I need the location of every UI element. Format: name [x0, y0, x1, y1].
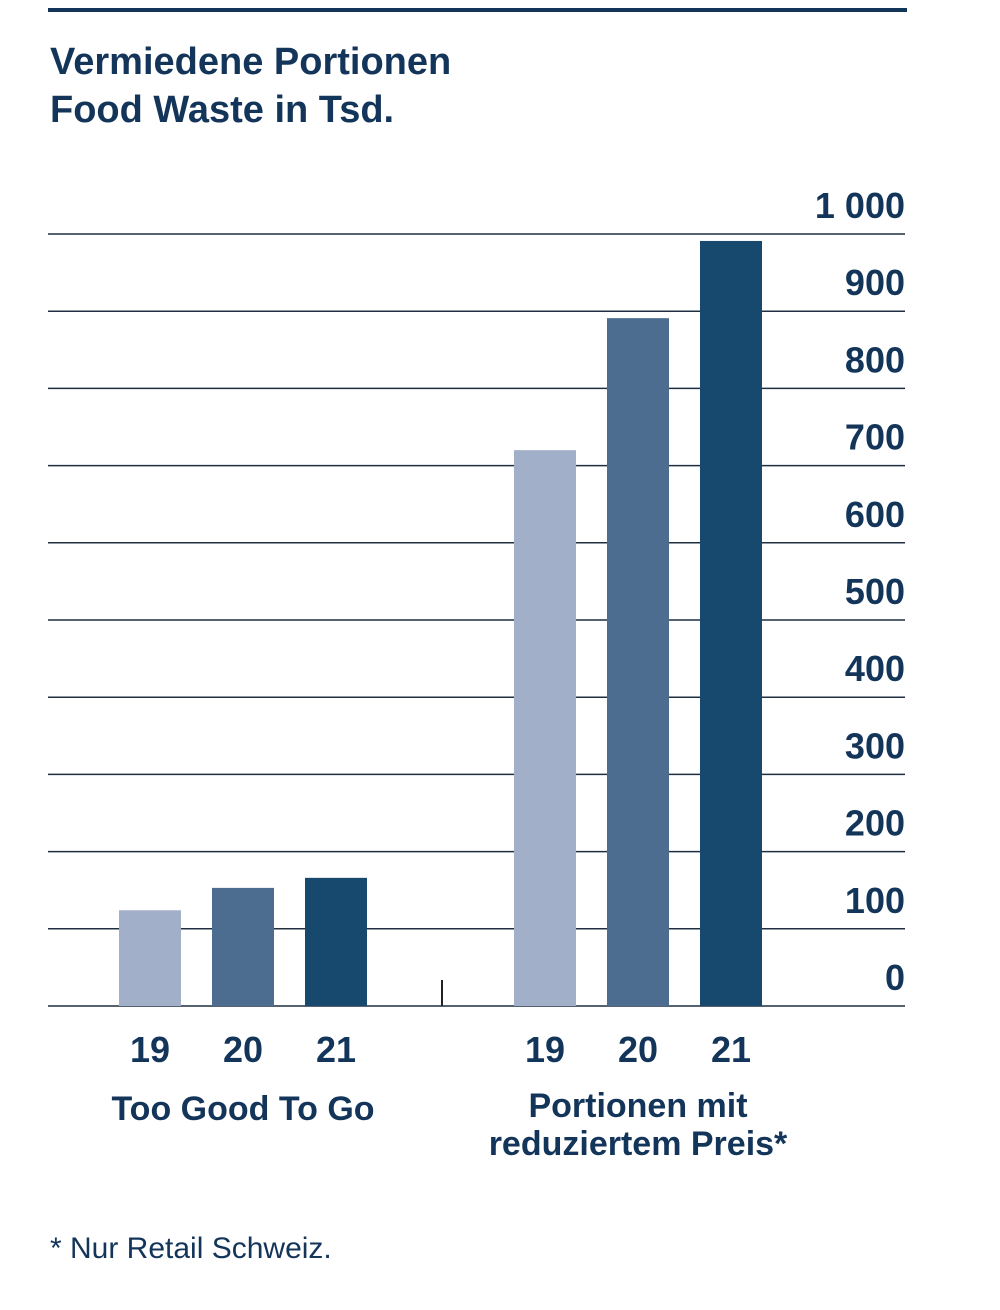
bar: [119, 910, 181, 1006]
x-tick-label: 21: [711, 1029, 751, 1070]
bar: [305, 877, 367, 1006]
x-tick-label: 20: [618, 1029, 658, 1070]
group-label: Too Good To Go: [111, 1090, 375, 1128]
y-tick-label: 100: [845, 880, 905, 921]
y-tick-label: 0: [885, 957, 905, 998]
chart-title: Vermiedene Portionen Food Waste in Tsd.: [50, 41, 452, 131]
y-tick-label: 600: [845, 494, 905, 535]
y-tick-label: 700: [845, 417, 905, 458]
y-tick-label: 1 000: [815, 185, 905, 226]
x-tick-label: 19: [130, 1029, 170, 1070]
y-tick-label: 800: [845, 339, 905, 380]
y-tick-label: 900: [845, 262, 905, 303]
y-tick-label: 500: [845, 571, 905, 612]
x-tick-label: 19: [525, 1029, 565, 1070]
x-tick-label: 20: [223, 1029, 263, 1070]
group-label: Portionen mit reduziertem Preis*: [488, 1087, 788, 1163]
footnote: * Nur Retail Schweiz.: [50, 1232, 332, 1265]
y-tick-label: 200: [845, 803, 905, 844]
bar: [607, 318, 669, 1006]
bar: [700, 240, 762, 1006]
bar: [514, 450, 576, 1006]
bar: [212, 887, 274, 1006]
y-tick-label: 400: [845, 648, 905, 689]
y-tick-label: 300: [845, 725, 905, 766]
x-tick-label: 21: [316, 1029, 356, 1070]
